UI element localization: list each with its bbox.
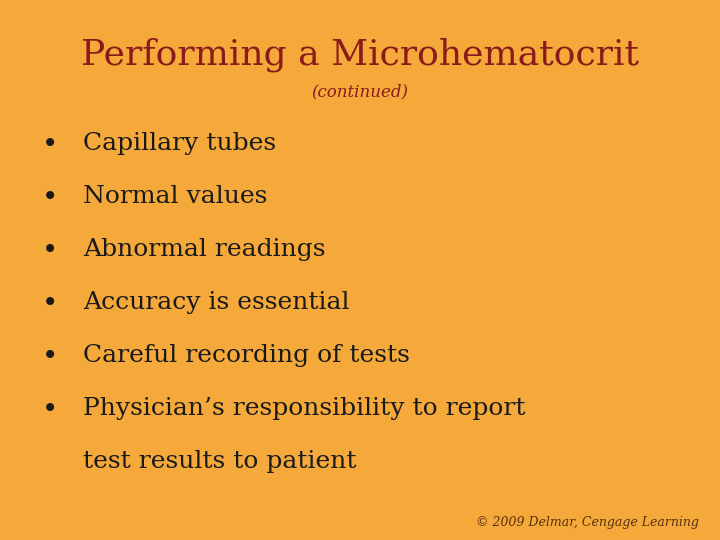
Text: © 2009 Delmar, Cengage Learning: © 2009 Delmar, Cengage Learning (475, 516, 698, 529)
Text: •: • (42, 132, 58, 159)
Text: Capillary tubes: Capillary tubes (83, 132, 276, 156)
Text: •: • (42, 185, 58, 212)
Text: test results to patient: test results to patient (83, 450, 356, 473)
Text: •: • (42, 397, 58, 424)
Text: •: • (42, 238, 58, 265)
Text: Accuracy is essential: Accuracy is essential (83, 291, 349, 314)
Text: Normal values: Normal values (83, 185, 267, 208)
Text: (continued): (continued) (312, 84, 408, 100)
Text: Performing a Microhematocrit: Performing a Microhematocrit (81, 38, 639, 72)
Text: •: • (42, 291, 58, 318)
Text: Careful recording of tests: Careful recording of tests (83, 344, 410, 367)
Text: Abnormal readings: Abnormal readings (83, 238, 325, 261)
Text: Physician’s responsibility to report: Physician’s responsibility to report (83, 397, 526, 420)
Text: •: • (42, 344, 58, 371)
